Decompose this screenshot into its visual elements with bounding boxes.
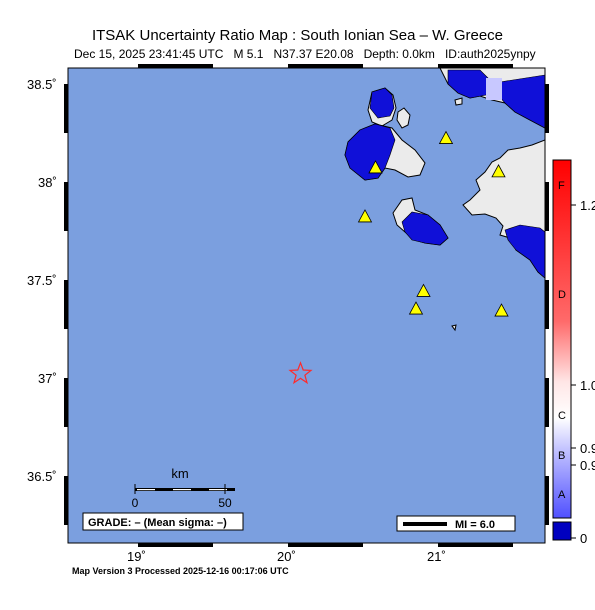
islet <box>451 324 457 332</box>
sea-area <box>68 68 545 543</box>
uncertainty-zakynthos <box>401 211 449 246</box>
station-triangle[interactable] <box>357 209 373 223</box>
colorbar-tick: 1.0 <box>580 378 595 393</box>
stations-layer <box>357 130 509 317</box>
uncertainty-peloponnese <box>504 224 545 279</box>
grade-letter: A <box>558 489 566 501</box>
grade-text: GRADE: – (Mean sigma: –) <box>88 517 227 529</box>
grade-box: GRADE: – (Mean sigma: –) <box>82 512 244 531</box>
uncertainty-lefkada <box>369 87 395 119</box>
lon-label: 21˚ <box>427 549 446 564</box>
station-triangle[interactable] <box>416 283 431 297</box>
map-frame <box>64 64 549 547</box>
station-triangle[interactable] <box>408 301 424 315</box>
uncertainty-kefalonia <box>344 123 396 181</box>
scale-unit: km <box>171 466 188 481</box>
station-triangle[interactable] <box>438 130 454 144</box>
lat-label: 37˚ <box>38 371 57 386</box>
station-triangle[interactable] <box>491 164 506 178</box>
grade-letter: D <box>558 289 566 301</box>
colorbar-tick: 0.9 <box>580 458 595 473</box>
station-triangle[interactable] <box>494 303 509 317</box>
mi-text: MI = 6.0 <box>455 519 495 531</box>
colorbar-tick: 0 <box>580 531 587 546</box>
scale-bar: km 0 50 <box>132 466 235 510</box>
event-id: ID:auth2025ynpy <box>444 47 536 61</box>
epicenter-star[interactable] <box>288 361 313 385</box>
event-info: Dec 15, 2025 23:41:45 UTC M 5.1 N37.37 E… <box>74 47 536 61</box>
map-title: ITSAK Uncertainty Ratio Map : South Ioni… <box>91 27 504 44</box>
map-footer: Map Version 3 Processed 2025-12-16 00:17… <box>72 566 289 576</box>
event-depth: Depth: 0.0km <box>363 47 435 61</box>
grade-letter: F <box>558 180 565 192</box>
island-ithaca <box>396 107 411 129</box>
uncertainty-north <box>447 69 491 99</box>
grade-letter: C <box>558 410 566 422</box>
event-datetime: Dec 15, 2025 23:41:45 UTC <box>74 47 224 61</box>
event-magnitude: M 5.1 <box>233 47 264 61</box>
lat-label: 38.5˚ <box>27 77 57 92</box>
mi-legend: MI = 6.0 <box>396 515 516 532</box>
colorbar-tick: 0.9 <box>580 441 595 456</box>
islet <box>454 97 463 106</box>
uncertainty-light-patch <box>486 78 502 100</box>
scale-start: 0 <box>132 496 139 510</box>
grade-letter: B <box>558 450 565 462</box>
lon-label: 20˚ <box>277 549 296 564</box>
lat-label: 38˚ <box>38 175 57 190</box>
event-location: N37.37 E20.08 <box>273 47 354 61</box>
scale-end: 50 <box>218 496 232 510</box>
lat-label: 37.5˚ <box>27 273 57 288</box>
lat-label: 36.5˚ <box>27 469 57 484</box>
colorbar: F D C B A 1.2 1.0 0.9 0.9 0 <box>552 159 595 546</box>
lon-label: 19˚ <box>127 549 146 564</box>
colorbar-tick: 1.2 <box>580 198 595 213</box>
station-triangle[interactable] <box>368 160 383 174</box>
